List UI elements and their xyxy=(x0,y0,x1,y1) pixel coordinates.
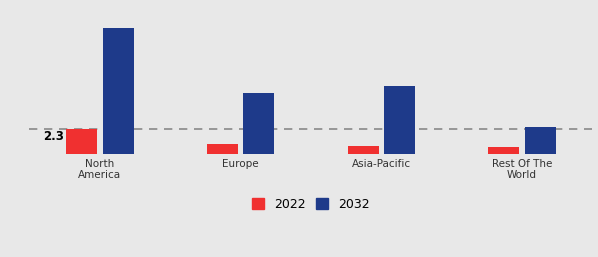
Bar xyxy=(66,128,97,154)
Bar xyxy=(207,144,238,154)
Bar xyxy=(489,147,519,154)
Bar xyxy=(347,146,379,154)
Bar xyxy=(103,27,133,154)
Bar xyxy=(525,127,556,154)
Bar xyxy=(384,86,415,154)
Text: 2.3: 2.3 xyxy=(42,130,63,143)
Legend: 2022, 2032: 2022, 2032 xyxy=(247,193,375,216)
Bar xyxy=(243,93,274,154)
